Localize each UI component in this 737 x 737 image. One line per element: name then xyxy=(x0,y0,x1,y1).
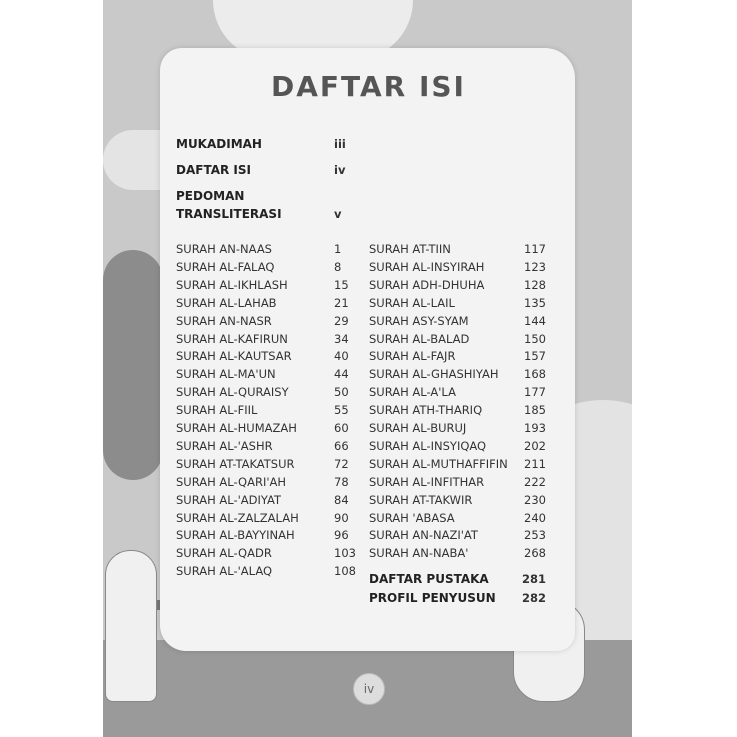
toc-entry-page: 185 xyxy=(524,403,546,418)
toc-entry-page: 193 xyxy=(524,421,546,435)
toc-entry-page: 240 xyxy=(524,510,546,525)
toc-entry-page: 230 xyxy=(524,492,546,507)
toc-entry-label: SURAH AL-ZALZALAH xyxy=(176,510,299,525)
toc-entry-page: 44 xyxy=(334,367,349,382)
toc-entry-page: 40 xyxy=(334,349,349,364)
toc-entry-label: SURAH AL-INFITHAR xyxy=(369,474,485,489)
toc-entry-label: PROFIL PENYUSUN xyxy=(369,591,496,605)
toc-entry-label: SURAH ASY-SYAM xyxy=(369,313,469,328)
toc-entry-page: 157 xyxy=(524,349,546,364)
toc-entry-label: DAFTAR ISI xyxy=(176,163,251,177)
toc-entry-page: 150 xyxy=(524,331,546,346)
toc-entry-label: SURAH AL-'ASHR xyxy=(176,438,273,453)
toc-entry-label: SURAH AT-TAKWIR xyxy=(369,492,473,507)
toc-entry-page: 168 xyxy=(524,367,546,382)
toc-entry-label: SURAH AL-FALAQ xyxy=(176,259,275,274)
toc-entry-label: DAFTAR PUSTAKA xyxy=(369,572,489,586)
toc-entry-page: 84 xyxy=(334,492,349,507)
toc-entry-label: SURAH AL-BAYYINAH xyxy=(176,528,295,543)
toc-entry-page: 282 xyxy=(521,591,546,605)
toc-entry-label: SURAH AL-LAHAB xyxy=(176,295,277,310)
toc-entry-label: SURAH AT-TAKATSUR xyxy=(176,456,295,471)
toc-entry-page: 72 xyxy=(334,456,349,471)
toc-entry-label: PEDOMAN xyxy=(176,189,245,203)
toc-entry-label: TRANSLITERASI xyxy=(176,207,282,221)
toc-entry-label: SURAH AL-BURUJ xyxy=(369,421,467,435)
content-panel xyxy=(160,48,575,651)
toc-entry-label: SURAH AL-INSYIQAQ xyxy=(369,438,487,453)
toc-entry-page: 78 xyxy=(334,474,349,489)
toc-entry-page: 268 xyxy=(524,546,546,561)
toc-entry-label: SURAH AL-LAIL xyxy=(369,295,455,310)
toc-entry-label: SURAH AN-NAZI'AT xyxy=(369,528,478,543)
toc-entry-page: 15 xyxy=(334,277,349,292)
page-title: DAFTAR ISI xyxy=(271,70,466,103)
toc-entry-page: 21 xyxy=(334,295,349,310)
toc-entry-page: 211 xyxy=(524,456,546,471)
toc-entry-page: 108 xyxy=(334,564,356,579)
toc-entry-label: SURAH ADH-DHUHA xyxy=(369,277,485,292)
toc-entry-page: 144 xyxy=(524,313,546,328)
toc-entry-page: 96 xyxy=(334,528,349,543)
toc-entry-label: SURAH AL-FAJR xyxy=(369,349,456,364)
toc-entry-label: SURAH AL-QURAISY xyxy=(176,385,289,400)
toc-entry-label: SURAH AL-INSYIRAH xyxy=(369,259,485,274)
toc-entry-label: SURAH AL-KAUTSAR xyxy=(176,349,292,364)
toc-entry-page: 117 xyxy=(524,242,546,256)
toc-entry-page: 135 xyxy=(524,295,546,310)
toc-entry-label: SURAH AL-HUMAZAH xyxy=(176,421,297,435)
toc-entry-label: SURAH AL-'ALAQ xyxy=(176,564,273,579)
girl-character-illustration xyxy=(105,550,157,702)
toc-entry-page: 90 xyxy=(334,510,349,525)
toc-entry-label: SURAH AN-NAAS xyxy=(176,242,272,256)
toc-entry-label: SURAH AL-IKHLASH xyxy=(176,277,288,292)
toc-entry-label: SURAH AL-FIIL xyxy=(176,403,258,418)
toc-entry-label: SURAH ATH-THARIQ xyxy=(369,403,483,418)
toc-entry-page: 103 xyxy=(334,546,356,561)
toc-entry-label: SURAH AL-QARI'AH xyxy=(176,474,287,489)
toc-entry-page: 177 xyxy=(524,385,546,400)
toc-entry-label: SURAH AL-QADR xyxy=(176,546,272,561)
toc-entry-page: 202 xyxy=(524,438,546,453)
toc-entry-page: 50 xyxy=(334,385,349,400)
toc-entry-page: v xyxy=(334,207,342,221)
toc-entry-label: SURAH AL-MA'UN xyxy=(176,367,276,382)
toc-entry-label: MUKADIMAH xyxy=(176,137,262,151)
toc-entry-page: 123 xyxy=(524,259,546,274)
toc-entry-page: 222 xyxy=(524,474,546,489)
toc-entry-page: 66 xyxy=(334,438,349,453)
toc-entry-page: 281 xyxy=(521,572,546,586)
toc-entry-page: 253 xyxy=(524,528,546,543)
toc-entry-page: 128 xyxy=(524,277,546,292)
toc-entry-page: 55 xyxy=(334,403,349,418)
toc-entry-label: SURAH AN-NASR xyxy=(176,313,272,328)
toc-entry-label: SURAH AL-BALAD xyxy=(369,331,470,346)
toc-entry-label: SURAH AL-MUTHAFFIFIN xyxy=(369,456,508,471)
toc-entry-page: iv xyxy=(334,163,346,177)
toc-entry-label: SURAH AT-TIIN xyxy=(369,242,451,256)
toc-entry-label: SURAH 'ABASA xyxy=(369,510,455,525)
toc-entry-label: SURAH AL-KAFIRUN xyxy=(176,331,288,346)
toc-entry-label: SURAH AN-NABA' xyxy=(369,546,469,561)
toc-entry-page: 1 xyxy=(334,242,342,256)
toc-entry-page: 29 xyxy=(334,313,349,328)
toc-entry-page: iii xyxy=(334,137,346,151)
toc-entry-page: 34 xyxy=(334,331,349,346)
tree-illustration xyxy=(103,250,163,480)
toc-entry-label: SURAH AL-GHASHIYAH xyxy=(369,367,499,382)
toc-entry-page: 8 xyxy=(334,259,342,274)
toc-entry-label: SURAH AL-A'LA xyxy=(369,385,456,400)
toc-entry-label: SURAH AL-'ADIYAT xyxy=(176,492,282,507)
page-number: iv xyxy=(353,673,385,705)
toc-entry-page: 60 xyxy=(334,421,349,435)
